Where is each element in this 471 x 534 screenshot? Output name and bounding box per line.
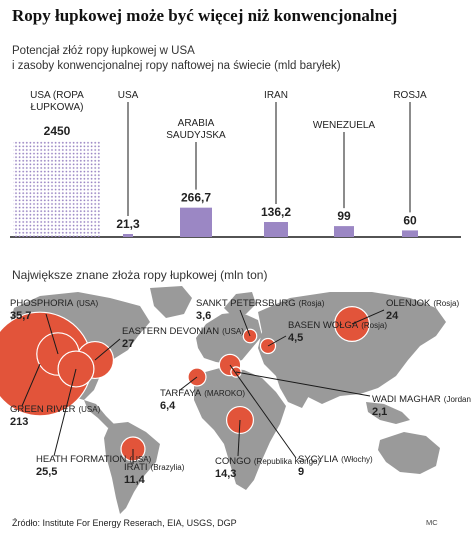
bar-category-label: USA (ROPA <box>30 90 84 101</box>
continent-central-america <box>84 400 114 428</box>
leader-heath-formation <box>53 368 77 457</box>
bar-category-label: USA <box>118 90 139 101</box>
bar-rosja <box>402 230 418 237</box>
leader-green-river <box>21 363 41 407</box>
bar-category-label: IRAN <box>264 90 288 101</box>
leader-sankt-petersburg <box>239 309 251 337</box>
label-eastern-devonian: EASTERN DEVONIAN (USA) 27 <box>122 326 244 350</box>
label-congo: CONGO (Republika Kongo) 14,3 <box>215 456 320 480</box>
bar-chart-subtitle: i zasoby konwencjonalnej ropy naftowej n… <box>12 60 341 72</box>
leader-olenjok <box>351 309 385 325</box>
bar-value-label: 21,3 <box>116 217 140 231</box>
credit-initials: MC <box>426 518 438 527</box>
bar-iran <box>264 222 288 237</box>
map-chart: PHOSPHORIA (USA) 35,7 EASTERN DEVONIAN (USA)… <box>0 286 471 514</box>
bar-category-label: ARABIA <box>178 118 215 129</box>
leader-basen-wołga <box>267 335 287 347</box>
bar-category-label: ŁUPKOWA) <box>31 102 84 113</box>
bar-usa <box>123 234 133 237</box>
map-title: Największe znane złoża ropy łupkowej (ml… <box>12 268 268 282</box>
label-basen-wołga: BASEN WOŁGA (Rosja) 4,5 <box>288 320 387 344</box>
continent-asia <box>258 292 446 404</box>
continent-australia <box>378 432 440 474</box>
bar-value-label: 2450 <box>44 124 71 138</box>
bar-wenezuela <box>334 226 354 237</box>
label-phosphoria: PHOSPHORIA (USA) 35,7 <box>10 298 98 322</box>
continent-scandinavia <box>224 292 256 316</box>
bar-value-label: 136,2 <box>261 205 291 219</box>
continent-greenland <box>150 286 192 318</box>
bar-value-label: 60 <box>403 213 417 227</box>
label-sycylia: SYCYLIA (Włochy) 9 <box>298 454 373 478</box>
leader-congo <box>237 419 241 457</box>
label-irati: IRATI (Brazylia) 11,4 <box>124 462 185 486</box>
bar-category-label: ROSJA <box>393 90 427 101</box>
bar-arabia-saudyjska <box>180 207 212 237</box>
bar-category-label: WENEZUELA <box>313 120 376 131</box>
leader-eastern-devonian <box>94 338 121 361</box>
leader-tarfaya <box>179 376 198 391</box>
page-title: Ropy łupkowej może być więcej niż konwen… <box>12 6 398 25</box>
bar-usa-shale <box>13 141 101 237</box>
label-green-river: GREEN RIVER (USA) 213 <box>10 404 101 428</box>
label-olenjok: OLENJOK (Rosja) 24 <box>386 298 459 322</box>
source-note: Źródło: Institute For Energy Reserach, E… <box>12 518 237 528</box>
bar-category-label: SAUDYJSKA <box>166 130 226 141</box>
label-wadi-maghar: WADI MAGHAR(Jordania)2,1 <box>372 394 471 418</box>
label-tarfaya: TARFAYA (MAROKO) 6,4 <box>160 388 245 412</box>
bar-value-label: 99 <box>337 209 351 223</box>
bar-chart-title: Potencjał złóż ropy łupkowej w USA <box>12 45 195 57</box>
continent-arabia <box>276 376 310 408</box>
leader-wadi-maghar <box>235 371 371 397</box>
continent-south-america <box>104 422 160 514</box>
label-sankt-petersburg: SANKT PETERSBURG (Rosja) 3,6 <box>196 298 325 322</box>
continent-se-asia <box>366 402 410 424</box>
leader-sycylia <box>229 364 297 459</box>
leader-phosphoria <box>45 313 59 355</box>
bar-value-label: 266,7 <box>181 191 211 205</box>
label-heath-formation: HEATH FORMATION (USA) 25,5 <box>36 454 152 478</box>
